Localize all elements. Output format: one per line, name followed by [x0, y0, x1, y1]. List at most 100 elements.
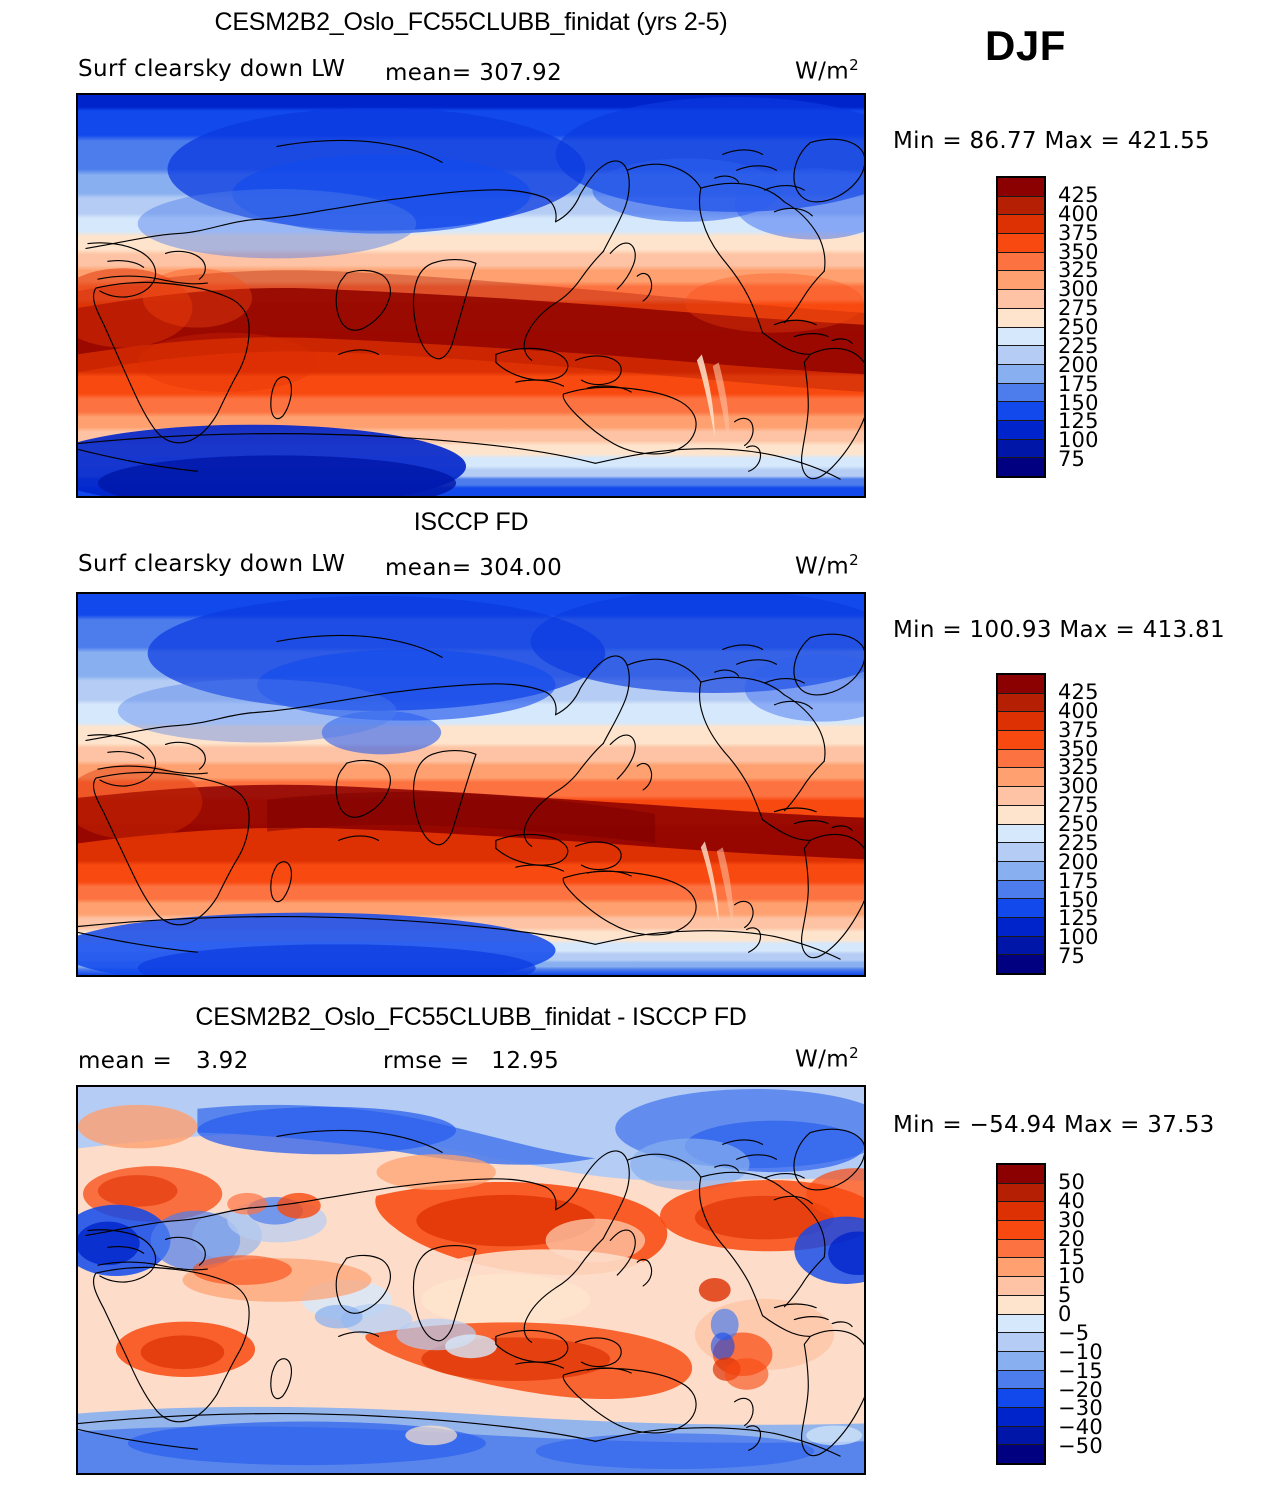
coastlines-model: [78, 138, 864, 480]
panel-1-title: CESM2B2_Oslo_FC55CLUBB_finidat (yrs 2-5): [214, 8, 728, 36]
colorbar-tick-label: 75: [1058, 447, 1086, 472]
colorbar-swatch: [998, 1333, 1044, 1352]
colorbar-tick-label: 150: [1058, 887, 1099, 912]
panel-1-mean-label: mean=: [385, 60, 472, 86]
colorbar-swatch: [998, 271, 1044, 291]
colorbar-tick-label: −5: [1058, 1320, 1090, 1345]
colorbar-swatch: [998, 1239, 1044, 1259]
panel-3-mean-value: 3.92: [195, 1048, 249, 1074]
map-panel-observation[interactable]: [76, 592, 866, 977]
panel-3-rmse-value: 12.95: [491, 1048, 560, 1074]
units-exponent: 2: [849, 551, 860, 569]
panel-1-units: W/m2: [795, 56, 859, 85]
colorbar-swatch: [998, 1183, 1044, 1203]
colorbar-swatch: [998, 364, 1044, 384]
colorbar-tick-label: 125: [1058, 906, 1099, 931]
colorbar-tick-label: 75: [1058, 944, 1086, 969]
units-text: W/m: [795, 58, 850, 85]
colorbar-tick-label: 350: [1058, 736, 1099, 761]
colorbar-tick-label: 350: [1058, 239, 1099, 264]
colorbar-swatch: [998, 749, 1044, 769]
colorbar-tick-label: 300: [1058, 774, 1099, 799]
colorbar-tick-label: 225: [1058, 830, 1099, 855]
map-field-difference: [78, 1087, 864, 1473]
colorbar-tick-label: 250: [1058, 812, 1099, 836]
colorbar-swatch: [998, 955, 1044, 973]
colorbar-swatch: [998, 936, 1044, 956]
colorbar-swatch: [998, 458, 1044, 476]
colorbar-swatch: [998, 1407, 1044, 1427]
colorbar-swatch: [998, 843, 1044, 862]
units-exponent: 2: [849, 56, 860, 74]
map-field-observation: [78, 594, 864, 975]
panel-1-variable: Surf clearsky down LW: [78, 56, 346, 82]
colorbar-tick-label: 375: [1058, 220, 1099, 245]
colorbar-tick-label: −50: [1058, 1434, 1103, 1459]
colorbar-swatch: [998, 1314, 1044, 1334]
colorbar-labels-difference: 50 40 30 20 15 10 5 0 −5 −10 −15 −20 −30 −40 −50: [1058, 1163, 1128, 1465]
colorbar-observation[interactable]: [996, 673, 1046, 975]
units-text: W/m: [795, 1046, 850, 1073]
colorbar-tick-label: 0: [1058, 1302, 1072, 1326]
colorbar-tick-label: 425: [1058, 182, 1099, 207]
colorbar-tick-label: 325: [1058, 755, 1099, 780]
colorbar-swatch: [998, 439, 1044, 459]
colorbar-swatch: [998, 1202, 1044, 1222]
colorbar-swatch: [998, 1295, 1044, 1315]
panel-3-units: W/m2: [795, 1044, 859, 1073]
colorbar-tick-label: 175: [1058, 868, 1099, 893]
map-panel-model[interactable]: [76, 93, 866, 498]
colorbar-swatch: [998, 196, 1044, 216]
colorbar-swatch: [998, 824, 1044, 844]
colorbar-tick-label: 150: [1058, 390, 1099, 415]
colorbar-swatch: [998, 731, 1044, 750]
panel-1-minmax: Min = 86.77 Max = 421.55: [893, 128, 1210, 154]
coastlines-observation: [78, 633, 864, 960]
colorbar-difference[interactable]: [996, 1163, 1046, 1465]
colorbar-swatch: [998, 1351, 1044, 1371]
panel-2-mean-value: 304.00: [479, 555, 563, 581]
colorbar-swatch: [998, 346, 1044, 365]
colorbar-swatch: [998, 1426, 1044, 1446]
colorbar-swatch: [998, 420, 1044, 440]
colorbar-swatch: [998, 693, 1044, 713]
colorbar-swatch: [998, 1258, 1044, 1278]
colorbar-labels-model: 425 400 375 350 325 300 275 250 225 200 175 150 125 1…: [1058, 176, 1128, 478]
colorbar-swatch: [998, 234, 1044, 253]
colorbar-swatch: [998, 252, 1044, 272]
units-text: W/m: [795, 553, 850, 580]
colorbar-swatch: [998, 327, 1044, 347]
colorbar-swatch: [998, 178, 1044, 197]
colorbar-tick-label: 300: [1058, 277, 1099, 302]
panel-1-mean: mean= 307.92: [385, 60, 562, 86]
colorbar-swatch: [998, 675, 1044, 694]
map-panel-difference[interactable]: [76, 1085, 866, 1475]
colorbar-tick-label: 100: [1058, 428, 1099, 453]
colorbar-tick-label: 400: [1058, 698, 1099, 723]
colorbar-tick-label: 100: [1058, 925, 1099, 950]
panel-3-mean-label: mean =: [78, 1048, 173, 1074]
season-label: DJF: [985, 22, 1066, 69]
colorbar-tick-label: 20: [1058, 1226, 1086, 1251]
colorbar-tick-label: 125: [1058, 409, 1099, 434]
colorbar-tick-label: 400: [1058, 201, 1099, 226]
colorbar-swatch: [998, 1277, 1044, 1296]
colorbar-tick-label: 50: [1058, 1169, 1086, 1194]
panel-3-mean: mean = 3.92: [78, 1048, 249, 1074]
colorbar-swatch: [998, 1370, 1044, 1390]
colorbar-swatch: [998, 861, 1044, 881]
panel-3-rmse-label: rmse =: [383, 1048, 470, 1074]
colorbar-tick-label: 10: [1058, 1264, 1086, 1289]
colorbar-swatch: [998, 308, 1044, 328]
colorbar-swatch: [998, 290, 1044, 309]
panel-2-title: ISCCP FD: [413, 508, 529, 536]
colorbar-swatch: [998, 1221, 1044, 1240]
colorbar-swatch: [998, 805, 1044, 825]
panel-2-minmax: Min = 100.93 Max = 413.81: [893, 617, 1225, 643]
colorbar-model[interactable]: [996, 176, 1046, 478]
colorbar-tick-label: 375: [1058, 717, 1099, 742]
map-field-model: [78, 95, 864, 496]
colorbar-tick-label: 200: [1058, 352, 1099, 377]
colorbar-labels-observation: 425 400 375 350 325 300 275 250 225 200 175 150 125 1…: [1058, 673, 1128, 975]
colorbar-tick-label: 425: [1058, 679, 1099, 704]
